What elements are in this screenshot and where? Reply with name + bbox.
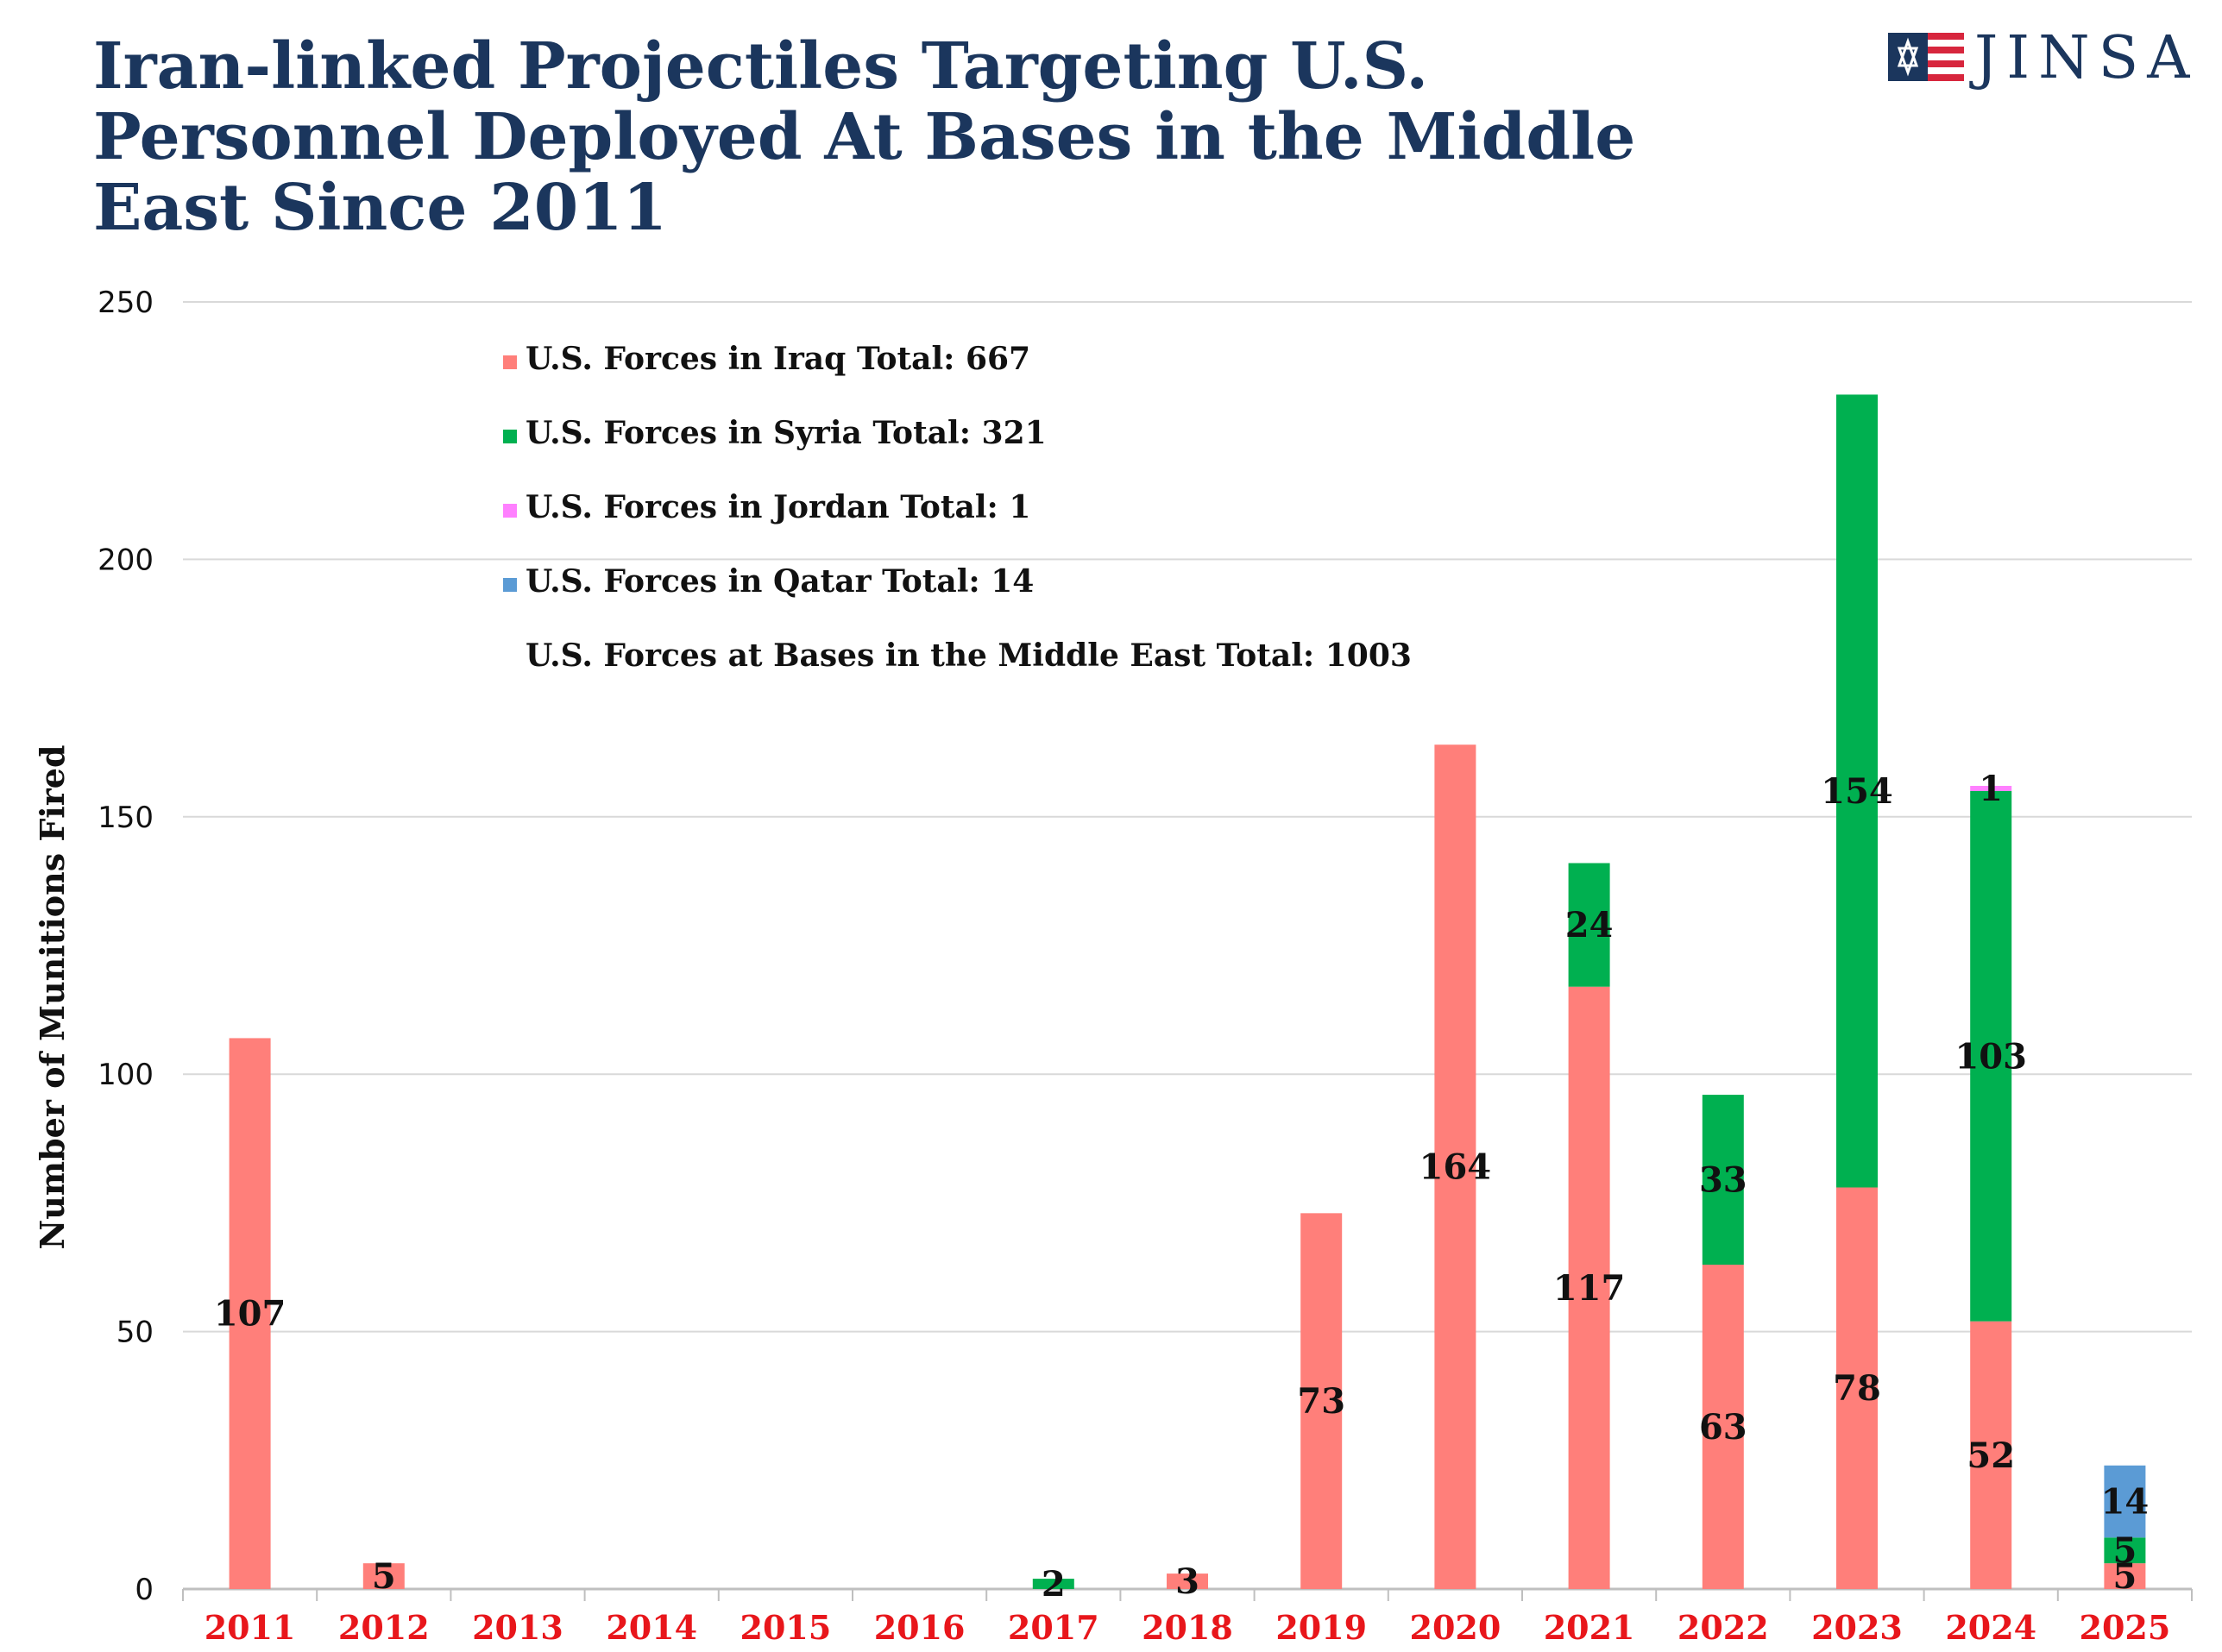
bar-segment	[1167, 1573, 1208, 1589]
bar-segment	[1434, 744, 1476, 1589]
data-label: 5	[2112, 1530, 2137, 1571]
bar-segment	[1970, 1321, 2012, 1589]
x-tick-label: 2015	[740, 1608, 832, 1647]
jinsa-logo: JINSA	[1888, 24, 2199, 93]
bar-segment	[229, 1038, 271, 1589]
data-label: 5	[2112, 1556, 2137, 1597]
title-line-3: East Since 2011	[93, 171, 668, 245]
x-tick-label: 2023	[1811, 1608, 1903, 1647]
x-tick-label: 2013	[472, 1608, 563, 1647]
title-line-2: Personnel Deployed At Bases in the Middl…	[93, 100, 1636, 174]
data-label: 103	[1954, 1036, 2027, 1077]
data-label: 3	[1175, 1561, 1199, 1602]
data-label: 78	[1833, 1368, 1881, 1409]
legend-swatch	[503, 430, 517, 443]
data-label: 1	[1979, 769, 2003, 809]
legend-total: U.S. Forces at Bases in the Middle East …	[526, 638, 1412, 674]
bar-segment	[2104, 1537, 2146, 1564]
x-tick-label: 2024	[1945, 1608, 2036, 1647]
bar-segment	[1836, 394, 1878, 1188]
y-axis-title: Number of Munitions Fired	[33, 744, 72, 1249]
data-label: 63	[1699, 1407, 1747, 1448]
bar-segment	[1568, 863, 1610, 987]
bar-segment	[1836, 1187, 1878, 1589]
y-tick-label: 0	[135, 1573, 154, 1607]
y-tick-label: 150	[98, 801, 154, 835]
data-label: 154	[1821, 771, 1893, 812]
data-label: 33	[1699, 1160, 1747, 1201]
bar-segment	[1970, 785, 2012, 791]
data-label: 73	[1297, 1381, 1345, 1422]
logo-text: JINSA	[1974, 24, 2199, 92]
x-tick-label: 2021	[1544, 1608, 1635, 1647]
y-tick-label: 100	[98, 1058, 154, 1092]
bar-segment	[1702, 1095, 1744, 1266]
title-line-1: Iran-linked Projectiles Targeting U.S.	[93, 29, 1429, 104]
legend-entry: U.S. Forces in Iraq Total: 667	[526, 341, 1030, 377]
x-tick-label: 2016	[874, 1608, 966, 1647]
data-label: 164	[1419, 1147, 1492, 1188]
x-tick-label: 2020	[1410, 1608, 1501, 1647]
bar-segment	[1702, 1265, 1744, 1589]
legend-swatch	[503, 578, 517, 592]
data-label: 5	[372, 1556, 396, 1597]
x-tick-label: 2022	[1678, 1608, 1769, 1647]
data-label: 24	[1565, 905, 1614, 945]
x-tick-label: 2025	[2080, 1608, 2171, 1647]
x-tick-label: 2019	[1275, 1608, 1367, 1647]
legend-entry: U.S. Forces in Syria Total: 321	[526, 415, 1047, 451]
y-tick-label: 200	[98, 543, 154, 577]
bar-segment	[362, 1563, 405, 1589]
legend-swatch	[503, 504, 517, 518]
bar-segment	[2104, 1563, 2146, 1589]
legend-entry: U.S. Forces in Qatar Total: 14	[526, 563, 1034, 600]
x-tick-label: 2017	[1008, 1608, 1099, 1647]
y-tick-label: 50	[116, 1316, 154, 1350]
data-label: 14	[2101, 1482, 2150, 1523]
legend-swatch	[503, 355, 517, 369]
bar-segment	[2104, 1465, 2146, 1538]
flag-star-icon	[1888, 33, 1964, 81]
data-label: 117	[1553, 1268, 1626, 1309]
data-label: 107	[214, 1294, 286, 1335]
chart-title: Iran-linked Projectiles Targeting U.S. P…	[93, 31, 1733, 243]
x-tick-label: 2014	[606, 1608, 697, 1647]
x-tick-label: 2012	[338, 1608, 430, 1647]
bar-segment	[1568, 986, 1610, 1589]
bar-segment	[1970, 790, 2012, 1322]
y-tick-label: 250	[98, 286, 154, 320]
legend-entry: U.S. Forces in Jordan Total: 1	[526, 489, 1030, 525]
data-label: 52	[1967, 1435, 2015, 1476]
bar-segment	[1032, 1579, 1074, 1589]
data-label: 2	[1042, 1564, 1066, 1605]
x-tick-label: 2018	[1142, 1608, 1233, 1647]
bar-segment	[1300, 1213, 1343, 1589]
x-tick-label: 2011	[205, 1608, 296, 1647]
